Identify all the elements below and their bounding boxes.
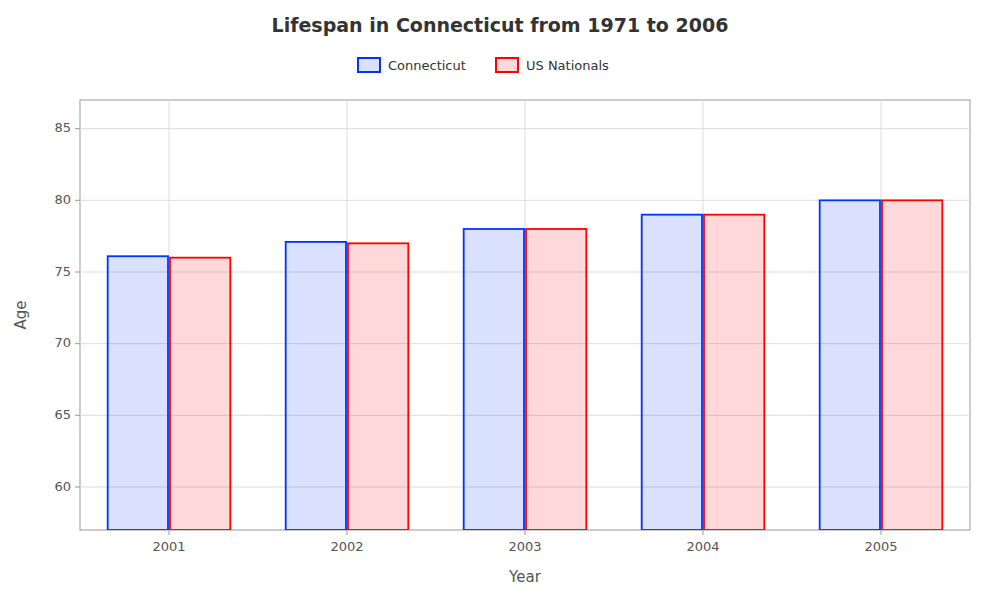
x-tick (525, 530, 526, 535)
plot-frame (80, 100, 970, 530)
bar (108, 256, 168, 530)
x-tick-label: 2005 (864, 539, 897, 554)
y-tick-label: 70 (54, 335, 71, 350)
bar (464, 229, 524, 530)
chart-title: Lifespan in Connecticut from 1971 to 200… (272, 14, 729, 36)
y-tick-label: 65 (54, 407, 71, 422)
grid (80, 100, 970, 530)
bars (108, 200, 943, 530)
bar-series (170, 200, 942, 530)
x-tick-label: 2004 (686, 539, 719, 554)
bar (170, 258, 230, 530)
y-tick (75, 415, 80, 416)
legend-label: Connecticut (388, 58, 466, 73)
legend-swatch (358, 58, 380, 72)
x-tick (881, 530, 882, 535)
y-tick-label: 85 (54, 120, 71, 135)
y-tick (75, 487, 80, 488)
x-tick-label: 2003 (508, 539, 541, 554)
y-tick (75, 128, 80, 129)
chart-container: 60 65 70 75 80 85 2001 2002 2003 2004 2005 Lifespan… (0, 0, 1000, 600)
legend-swatch (496, 58, 518, 72)
bar (820, 200, 880, 530)
chart-svg: 60 65 70 75 80 85 2001 2002 2003 2004 2005 Lifespan… (0, 0, 1000, 600)
y-tick (75, 343, 80, 344)
y-tick-label: 75 (54, 264, 71, 279)
x-axis-label: Year (508, 568, 542, 586)
y-tick-label: 80 (54, 192, 71, 207)
bar-series (108, 200, 880, 530)
bar (526, 229, 586, 530)
bar (286, 242, 346, 530)
y-tick (75, 272, 80, 273)
legend: Connecticut US Nationals (358, 58, 609, 73)
x-tick (703, 530, 704, 535)
bar (882, 200, 942, 530)
y-tick-label: 60 (54, 479, 71, 494)
bar (704, 215, 764, 530)
x-tick (347, 530, 348, 535)
y-axis-label: Age (12, 300, 30, 329)
x-tick-label: 2001 (152, 539, 185, 554)
bar (348, 243, 408, 530)
x-tick-label: 2002 (330, 539, 363, 554)
y-tick (75, 200, 80, 201)
bar (642, 215, 702, 530)
legend-label: US Nationals (526, 58, 609, 73)
x-tick (169, 530, 170, 535)
